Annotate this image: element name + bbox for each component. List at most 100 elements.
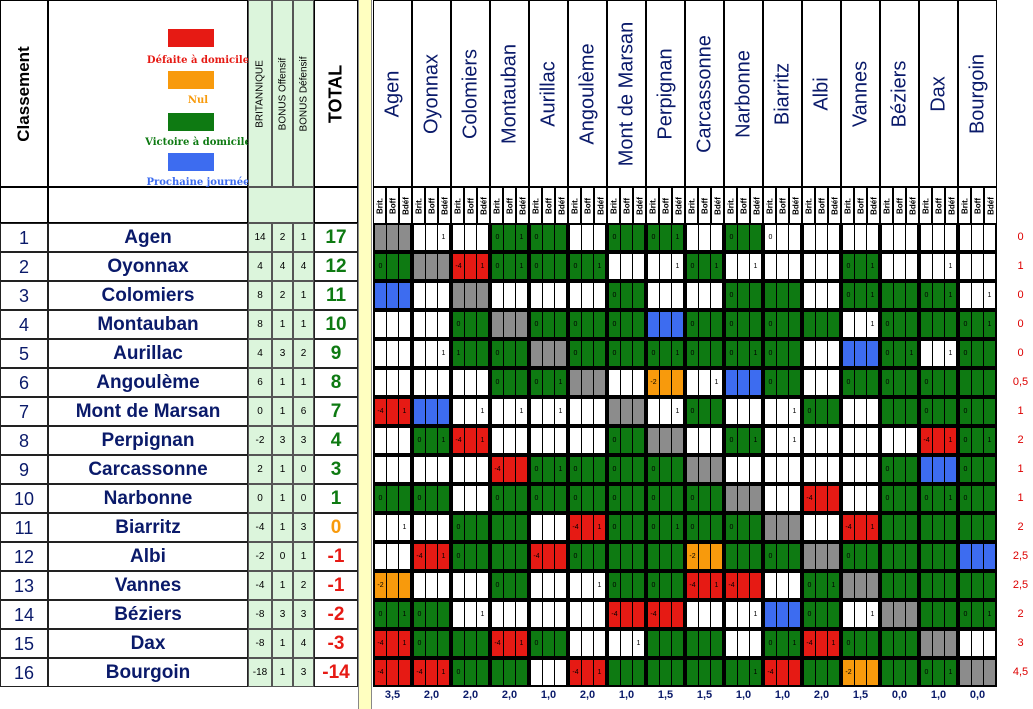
match-subcell	[516, 457, 527, 482]
match-subcell	[465, 283, 477, 308]
match-subcell	[828, 370, 839, 395]
match-subcell: 0	[687, 341, 699, 366]
match-subcell	[906, 225, 917, 250]
match-subcell	[465, 312, 477, 337]
match-subcell: 0	[765, 312, 777, 337]
match-cell: 1	[451, 397, 490, 426]
match-subcell	[543, 544, 555, 569]
match-subcell	[516, 660, 527, 685]
match-subcell	[906, 602, 917, 627]
match-subcell: 0	[765, 225, 777, 250]
match-subcell	[726, 544, 738, 569]
match-cell	[841, 397, 880, 426]
match-subcell: 0	[882, 486, 894, 511]
match-subcell	[867, 631, 878, 656]
match-cell	[373, 339, 412, 368]
match-subcell	[531, 341, 543, 366]
match-cell: 1	[646, 252, 685, 281]
match-subcell	[555, 428, 566, 453]
penalty-value: 0	[1017, 231, 1024, 243]
match-subcell	[750, 544, 761, 569]
match-subcell	[882, 428, 894, 453]
match-subcell: 1	[753, 669, 758, 676]
boff-value: 1	[272, 513, 293, 542]
match-subcell	[726, 254, 738, 279]
match-subcell	[504, 225, 516, 250]
sub-header-1: Boff	[542, 187, 555, 224]
match-subcell	[816, 602, 828, 627]
match-cell: -4	[802, 484, 841, 513]
match-subcell	[621, 254, 633, 279]
match-subcell: 0	[492, 341, 504, 366]
column-header-colomiers: Colomiers	[451, 0, 490, 187]
sub-header-0: Brit.	[568, 187, 581, 224]
match-subcell	[933, 399, 945, 424]
match-subcell	[777, 602, 789, 627]
match-subcell: 1	[870, 524, 875, 531]
match-subcell	[777, 225, 789, 250]
match-subcell	[570, 399, 582, 424]
column-footer-value: 1,5	[657, 689, 674, 701]
match-cell: 1	[724, 658, 763, 687]
match-subcell	[375, 515, 387, 540]
match-subcell: 1	[402, 408, 407, 415]
match-subcell: 0	[687, 515, 699, 540]
match-cell	[373, 542, 412, 571]
match-subcell	[660, 399, 672, 424]
match-subcell	[984, 631, 995, 656]
match-subcell	[816, 283, 828, 308]
total-value: 1	[314, 484, 358, 513]
match-subcell: 1	[519, 408, 524, 415]
match-subcell	[804, 544, 816, 569]
match-cell: 1	[529, 397, 568, 426]
match-cell	[802, 658, 841, 687]
match-subcell	[699, 602, 711, 627]
match-subcell	[687, 602, 699, 627]
match-cell	[412, 252, 451, 281]
column-header-carcassonne: Carcassonne	[685, 0, 724, 187]
match-subcell	[387, 486, 399, 511]
match-subcell	[399, 457, 410, 482]
match-subcell	[648, 660, 660, 685]
match-cell	[490, 600, 529, 629]
match-subcell	[414, 457, 426, 482]
match-subcell	[972, 283, 984, 308]
brit-value: 8	[248, 310, 272, 339]
match-cell	[841, 426, 880, 455]
match-cell: 0	[880, 484, 919, 513]
match-subcell	[867, 225, 878, 250]
match-cell: -4	[607, 600, 646, 629]
sub-header-1: Boff	[659, 187, 672, 224]
match-subcell: 1	[675, 263, 680, 270]
match-subcell	[543, 399, 555, 424]
match-subcell	[387, 312, 399, 337]
match-subcell	[621, 631, 633, 656]
sub-header-label: Bdéf	[401, 196, 410, 215]
match-subcell	[984, 457, 995, 482]
match-subcell: 0	[375, 602, 387, 627]
match-subcell	[504, 573, 516, 598]
sub-header-label: Bdéf	[596, 196, 605, 215]
sub-header-label: Boff	[661, 197, 670, 214]
rank-cell: 9	[0, 455, 48, 484]
match-subcell	[816, 660, 828, 685]
match-cell: 1	[451, 339, 490, 368]
match-subcell	[933, 254, 945, 279]
boff-value: 1	[272, 484, 293, 513]
match-subcell	[867, 399, 878, 424]
bdef-value: 6	[293, 397, 314, 426]
match-subcell	[504, 602, 516, 627]
match-subcell: -2	[648, 370, 660, 395]
boff-value: 1	[272, 455, 293, 484]
match-subcell: 1	[480, 408, 485, 415]
match-subcell	[882, 515, 894, 540]
match-subcell	[492, 312, 504, 337]
total-value: 8	[314, 368, 358, 397]
match-subcell	[894, 602, 906, 627]
penalty-value: 0	[1017, 318, 1024, 330]
column-header-label: Agen	[381, 70, 403, 117]
match-cell: -2	[373, 571, 412, 600]
match-subcell	[453, 399, 465, 424]
brit-value: 2	[248, 455, 272, 484]
match-cell: -4	[763, 658, 802, 687]
